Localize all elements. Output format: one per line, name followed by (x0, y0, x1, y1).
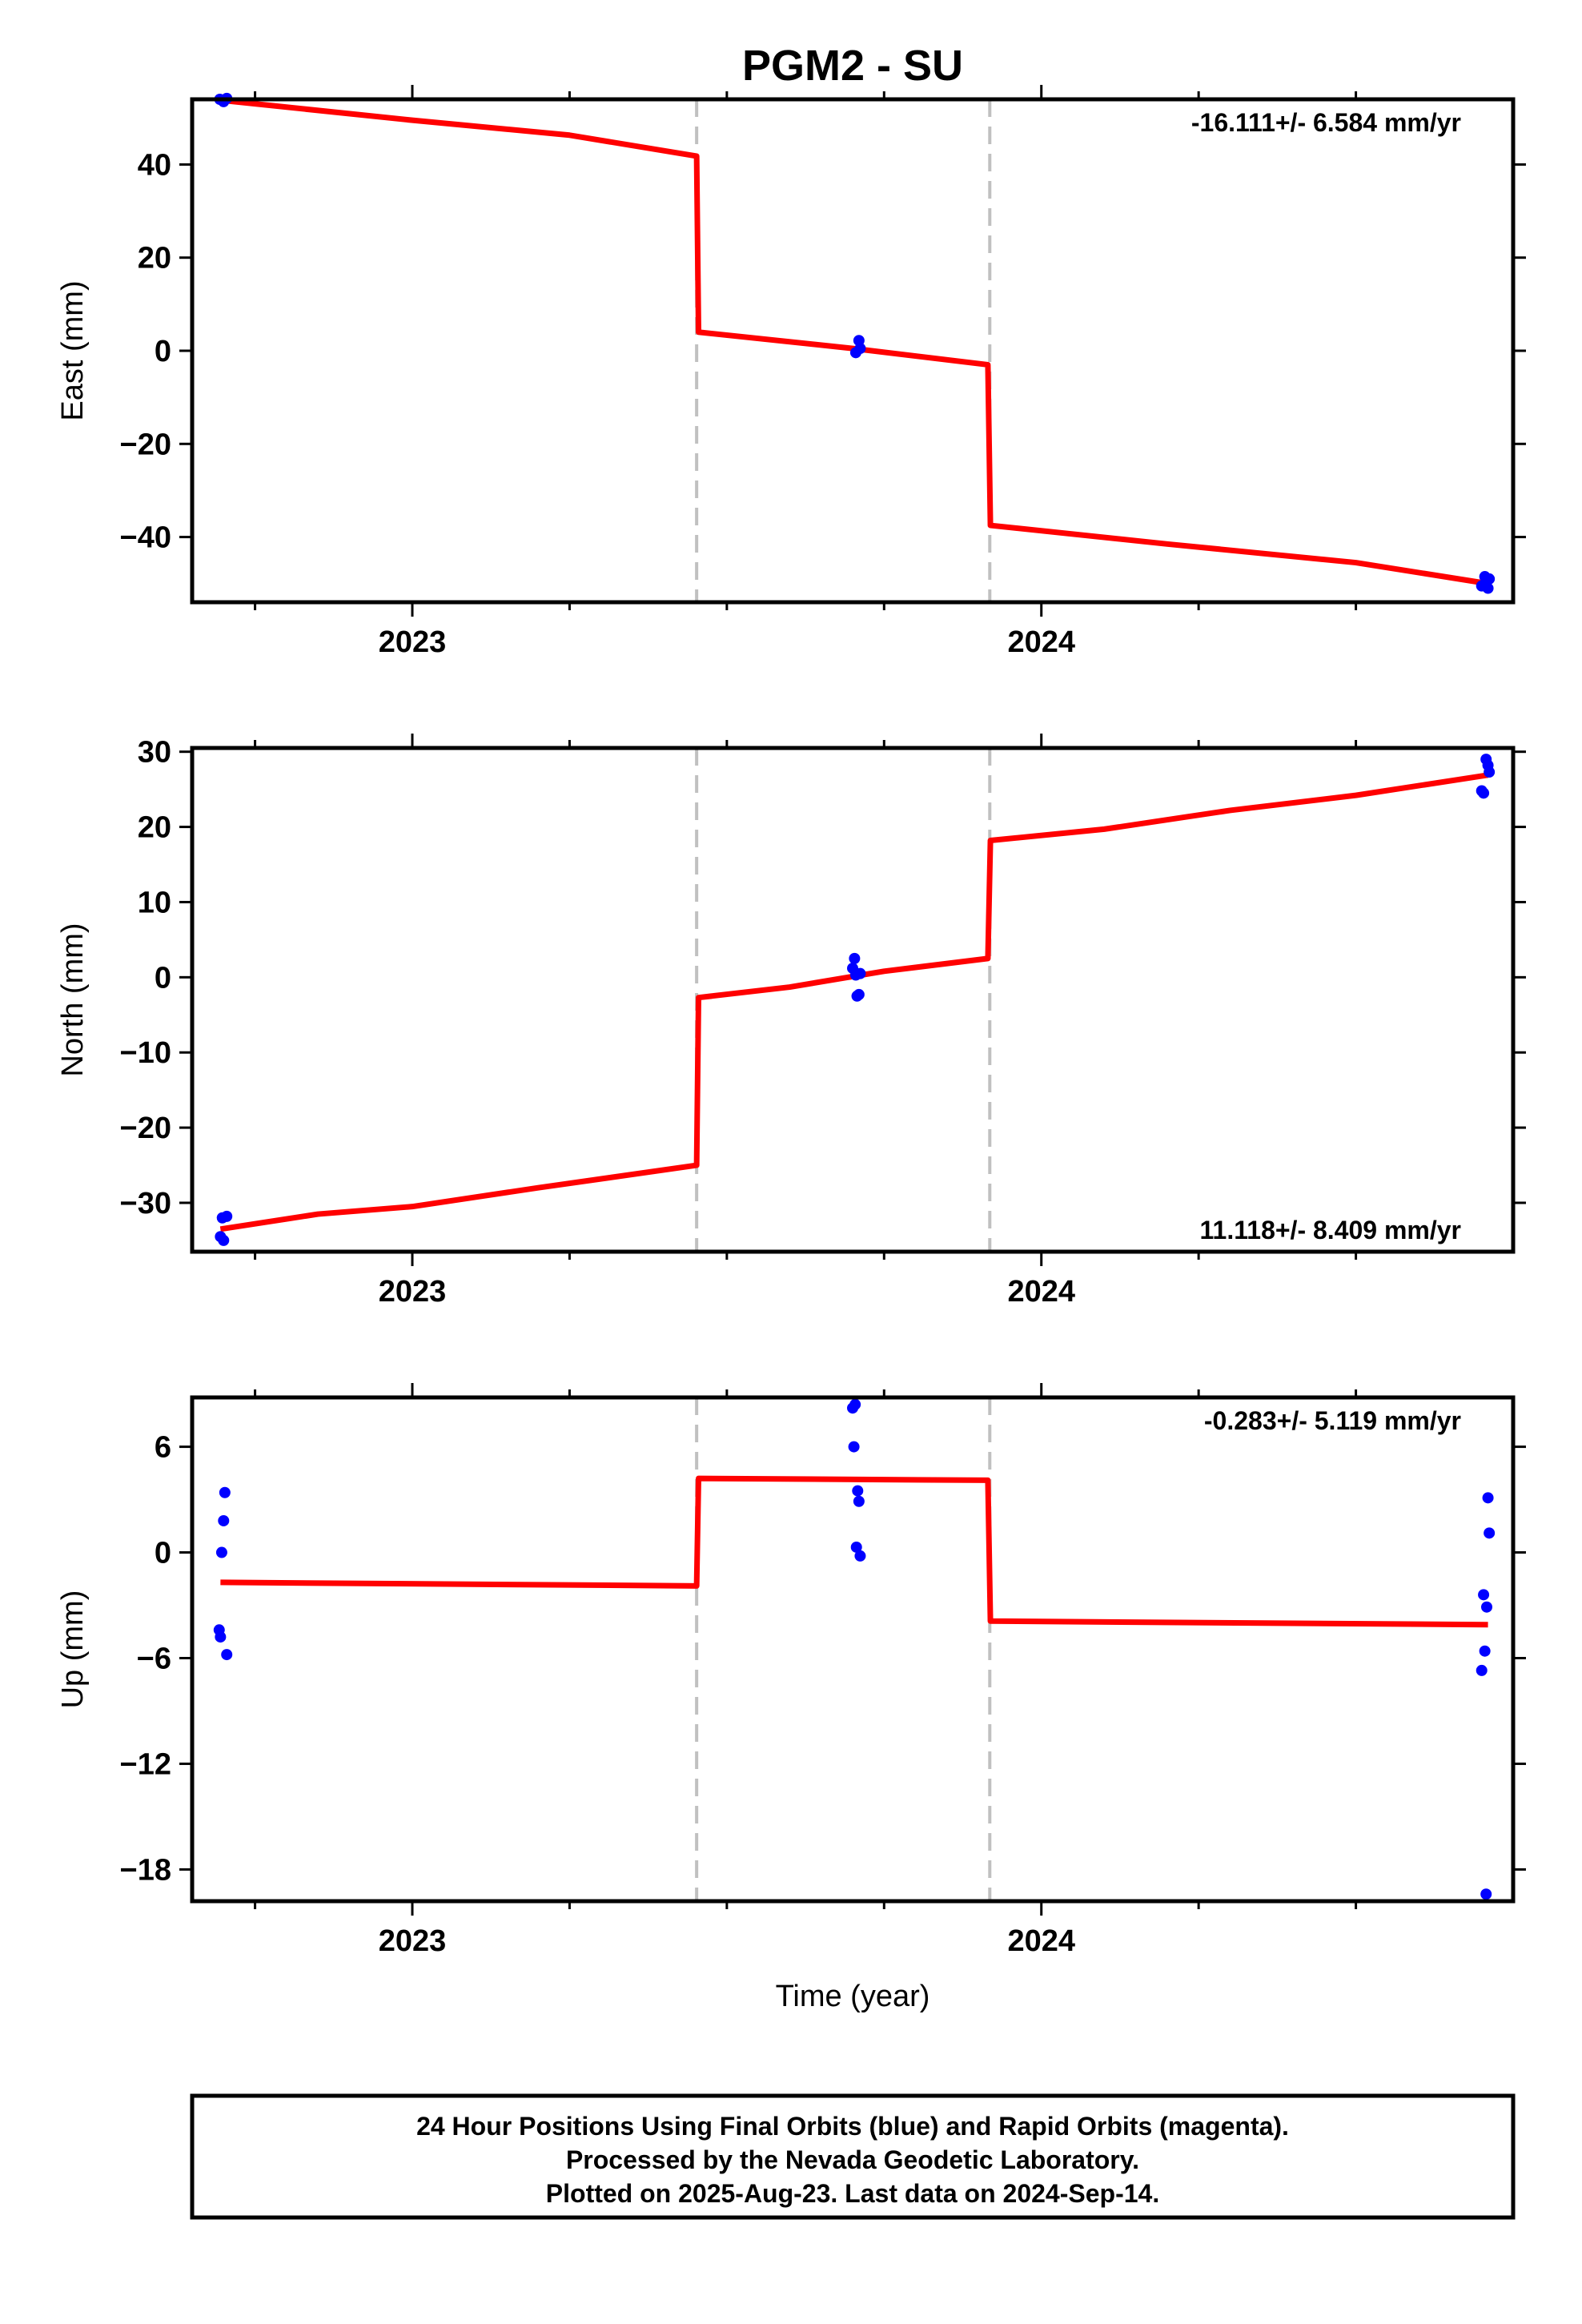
north-data-point (849, 952, 861, 964)
east-y-tick-label: 0 (155, 335, 171, 368)
chart-title: PGM2 - SU (742, 42, 963, 90)
east-x-tick-label: 2024 (1007, 625, 1075, 659)
x-axis-label: Time (year) (776, 1980, 930, 2013)
north-y-tick-label: −10 (120, 1036, 171, 1070)
east-rate-label: -16.111+/- 6.584 mm/yr (1191, 108, 1461, 137)
up-x-tick-label: 2024 (1007, 1924, 1075, 1958)
north-x-tick-label: 2023 (379, 1275, 447, 1309)
footer-line-1: 24 Hour Positions Using Final Orbits (bl… (416, 2112, 1289, 2141)
footer-line-3: Plotted on 2025-Aug-23. Last data on 202… (546, 2179, 1159, 2208)
up-y-tick-label: −12 (120, 1747, 171, 1781)
up-data-point (219, 1486, 231, 1498)
north-y-tick-label: 20 (138, 811, 171, 845)
up-plot-frame (190, 1395, 1516, 1904)
up-data-point (215, 1631, 227, 1643)
north-fit-line (219, 772, 1489, 1232)
north-data-point (1484, 766, 1496, 778)
north-data-point (1478, 787, 1490, 799)
up-y-tick-label: 6 (155, 1431, 171, 1465)
east-y-tick-label: 40 (138, 148, 171, 182)
east-y-tick-label: −20 (120, 428, 171, 461)
north-plot-frame (190, 746, 1516, 1254)
east-y-tick-label: 20 (138, 242, 171, 275)
up-x-tick-label: 2023 (379, 1924, 447, 1958)
up-rate-label: -0.283+/- 5.119 mm/yr (1204, 1406, 1461, 1435)
up-y-axis-label: Up (mm) (56, 1590, 90, 1709)
up-data-point (221, 1649, 233, 1661)
up-data-point (848, 1441, 860, 1453)
east-y-tick-label: −40 (120, 521, 171, 555)
north-data-point (218, 1234, 230, 1246)
footer-box: 24 Hour Positions Using Final Orbits (bl… (190, 2093, 1516, 2220)
north-data-point (854, 967, 866, 979)
up-data-point (215, 1546, 227, 1558)
north-y-tick-label: 0 (155, 961, 171, 995)
east-y-axis-label: East (mm) (56, 280, 90, 420)
up-data-point (1479, 1645, 1491, 1657)
north-rate-label: 11.118+/- 8.409 mm/yr (1200, 1216, 1461, 1244)
east-x-tick-label: 2023 (379, 625, 447, 659)
up-data-point (1480, 1888, 1492, 1900)
up-data-point (1484, 1527, 1496, 1539)
up-y-tick-label: −18 (120, 1853, 171, 1887)
east-data-point (854, 343, 866, 355)
up-data-point (1476, 1664, 1488, 1676)
north-data-point (853, 988, 865, 1000)
north-y-axis-label: North (mm) (56, 923, 90, 1076)
north-y-tick-label: −30 (120, 1187, 171, 1220)
north-y-tick-label: 10 (138, 886, 171, 919)
up-fit-line (220, 1475, 1488, 1628)
up-data-point (1478, 1589, 1490, 1601)
panel-north: −30 −20 −10 0 10 20 30 2023 2024 North (mm) 11.118… (56, 734, 1526, 1309)
up-data-point (849, 1398, 861, 1410)
north-y-tick-label: 30 (138, 736, 171, 770)
up-data-point (853, 1495, 865, 1507)
up-data-point (1482, 1492, 1494, 1504)
up-data-point (218, 1514, 230, 1526)
panel-up: −18 −12 −6 0 6 2023 2024 Up (mm) -0.283+/- 5.119… (56, 1383, 1526, 1958)
up-data-point (854, 1550, 866, 1562)
north-x-tick-label: 2024 (1007, 1275, 1075, 1309)
panels: −40 −20 0 20 40 2023 2024 East (mm) -16.111+/- 6… (56, 85, 1526, 1958)
up-data-point (1481, 1601, 1492, 1613)
footer-frame (190, 2093, 1516, 2220)
panel-east: −40 −20 0 20 40 2023 2024 East (mm) -16.111+/- 6… (56, 85, 1526, 659)
north-data-point (221, 1210, 233, 1222)
east-data-point (1484, 573, 1496, 585)
footer-line-2: Processed by the Nevada Geodetic Laborat… (566, 2145, 1139, 2174)
up-data-point (852, 1485, 864, 1497)
up-y-tick-label: 0 (155, 1537, 171, 1570)
up-data-point (850, 1541, 862, 1553)
north-y-tick-label: −20 (120, 1112, 171, 1145)
east-data-point (1482, 582, 1494, 594)
up-y-tick-label: −6 (137, 1642, 171, 1675)
